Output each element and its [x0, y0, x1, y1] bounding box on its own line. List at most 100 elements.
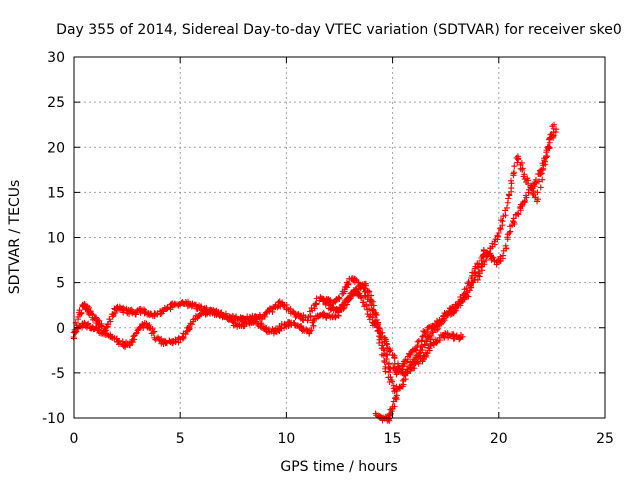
data-point [374, 324, 381, 331]
data-point [363, 282, 370, 289]
data-points [70, 121, 560, 424]
data-point [252, 313, 259, 320]
data-point [345, 280, 352, 287]
data-point [146, 321, 153, 328]
data-point [126, 311, 133, 318]
data-point [476, 260, 483, 267]
data-point [459, 296, 466, 303]
data-point [387, 347, 394, 354]
series-track-d [372, 392, 400, 424]
data-point [520, 173, 527, 180]
data-point [505, 195, 512, 202]
data-point [127, 342, 134, 349]
data-point [76, 307, 83, 314]
data-point [95, 326, 102, 333]
data-point [336, 295, 343, 302]
data-point [423, 338, 430, 345]
data-point [132, 311, 139, 318]
data-point [515, 211, 522, 218]
data-point [400, 381, 407, 388]
y-tick-label: -10 [42, 411, 65, 427]
data-point [495, 229, 502, 236]
data-point [511, 163, 518, 170]
y-tick-label: 30 [47, 50, 65, 66]
data-point [422, 329, 429, 336]
data-point [515, 156, 522, 163]
data-point [551, 121, 558, 128]
data-point [395, 365, 402, 372]
data-point [385, 369, 392, 376]
data-point [197, 303, 204, 310]
data-point [186, 325, 193, 332]
data-point [445, 309, 451, 316]
data-point [547, 131, 554, 138]
data-point [372, 311, 379, 318]
x-tick-label: 20 [490, 431, 508, 447]
axes: 0 5 10 15 20 25 -10 -5 0 5 10 15 20 25 30 [42, 50, 614, 447]
data-point [416, 350, 423, 357]
data-point [499, 218, 506, 225]
data-point [384, 352, 391, 359]
data-point [185, 324, 192, 331]
data-point [257, 323, 264, 330]
x-axis-label: GPS time / hours [280, 459, 397, 475]
data-point [372, 318, 379, 325]
data-point [543, 154, 550, 161]
data-point [366, 288, 373, 295]
data-point [542, 158, 548, 165]
data-point [98, 323, 105, 330]
data-point [364, 311, 371, 318]
data-point [391, 355, 398, 362]
data-point [336, 306, 343, 313]
data-point [119, 338, 126, 345]
data-point [383, 341, 390, 348]
data-point [418, 337, 425, 344]
y-tick-label: 15 [47, 185, 65, 201]
data-point [380, 352, 387, 359]
data-point [356, 290, 363, 297]
data-point [359, 299, 366, 306]
data-point [313, 300, 320, 307]
data-point [306, 327, 313, 334]
data-point [461, 294, 468, 301]
data-point [457, 299, 464, 306]
data-point [537, 167, 544, 174]
series-track-c [321, 121, 558, 395]
data-point [329, 303, 336, 310]
x-tick-label: 5 [176, 431, 185, 447]
data-point [468, 279, 475, 286]
data-point [348, 292, 355, 299]
data-point [358, 295, 365, 302]
data-point [366, 305, 373, 312]
data-point [480, 246, 487, 253]
data-point [502, 242, 509, 249]
data-point [510, 215, 517, 222]
data-point [167, 304, 174, 311]
x-tick-label: 25 [596, 431, 614, 447]
data-point [519, 166, 526, 173]
data-point [537, 184, 544, 191]
chart-title: Day 355 of 2014, Sidereal Day-to-day VTE… [56, 22, 622, 38]
data-point [335, 294, 342, 301]
data-point [459, 333, 466, 340]
data-point [382, 368, 389, 375]
data-point [545, 143, 552, 150]
data-point [316, 312, 323, 319]
data-point [374, 327, 381, 334]
data-point [304, 317, 311, 324]
data-point [487, 252, 494, 259]
data-point [334, 307, 341, 314]
data-point [460, 291, 467, 298]
data-point [368, 297, 375, 304]
data-point [497, 226, 504, 233]
data-point [410, 365, 417, 372]
data-point [129, 310, 136, 317]
data-point [402, 357, 409, 364]
data-point [303, 326, 310, 333]
x-tick-label: 10 [277, 431, 295, 447]
data-point [533, 176, 540, 183]
data-point [310, 322, 317, 329]
data-point [500, 252, 507, 259]
data-point [387, 374, 394, 381]
